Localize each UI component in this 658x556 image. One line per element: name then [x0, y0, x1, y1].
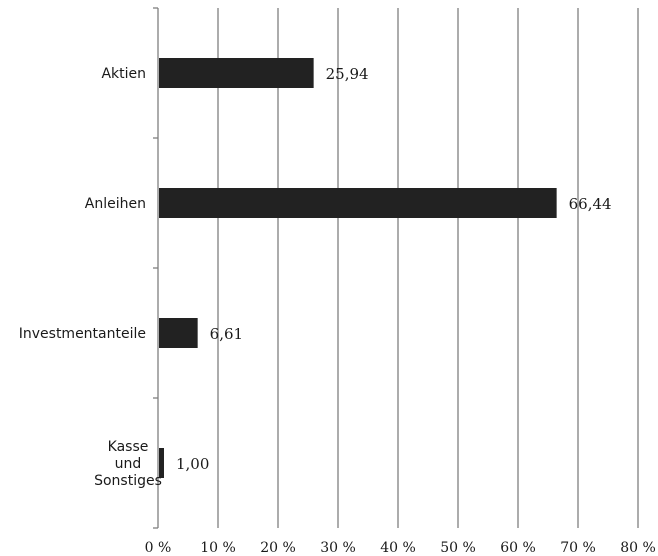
bar [159, 318, 198, 348]
category-label: Aktien [101, 66, 146, 82]
x-tick-label: 70 % [560, 540, 596, 556]
x-tick-label: 80 % [620, 540, 656, 556]
bar [159, 58, 314, 88]
x-tick-label: 0 % [145, 540, 172, 556]
category-label: Anleihen [85, 196, 146, 212]
data-label: 25,94 [326, 65, 369, 83]
bar [159, 448, 164, 478]
category-label: Investmentanteile [19, 326, 146, 342]
data-label: 1,00 [176, 455, 209, 473]
x-tick-label: 20 % [260, 540, 296, 556]
data-label: 66,44 [569, 195, 612, 213]
x-tick-label: 10 % [200, 540, 236, 556]
data-label: 6,61 [210, 325, 243, 343]
x-tick-label: 40 % [380, 540, 416, 556]
category-label: Kasse und Sonstiges [94, 439, 162, 489]
x-tick-label: 50 % [440, 540, 476, 556]
x-tick-label: 60 % [500, 540, 536, 556]
x-tick-label: 30 % [320, 540, 356, 556]
bar [159, 188, 557, 218]
